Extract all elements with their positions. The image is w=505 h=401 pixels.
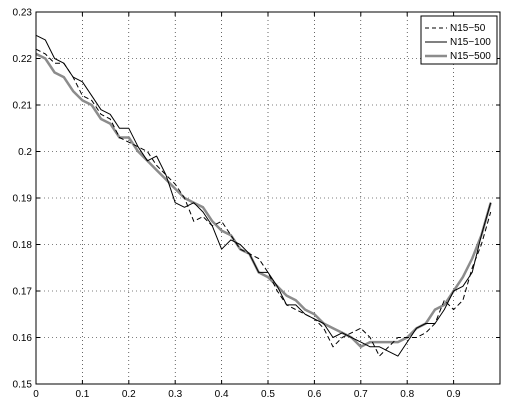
axis-ticks: 0 0.1 0.2 0.3 0.4 0.5 0.6 0.7 0.8 0.9 0.15 0.16 0.17… <box>13 8 500 400</box>
x-tick-label: 0.9 <box>447 389 461 400</box>
y-tick-label: 0.2 <box>18 147 32 158</box>
x-tick-label: 0.8 <box>400 389 414 400</box>
y-tick-label: 0.17 <box>13 287 33 298</box>
y-tick-label: 0.15 <box>13 380 33 391</box>
x-tick-label: 0.1 <box>75 389 89 400</box>
series-n15-100-line <box>35 34 492 357</box>
legend-label-n15-100: N15−100 <box>450 37 491 48</box>
x-tick-label: 0.5 <box>261 389 275 400</box>
series-lines <box>35 34 492 357</box>
x-tick-label: 0.2 <box>122 389 136 400</box>
y-tick-label: 0.18 <box>13 240 33 251</box>
x-tick-label: 0.6 <box>307 389 321 400</box>
x-tick-label: 0.3 <box>168 389 182 400</box>
x-tick-label: 0 <box>33 389 39 400</box>
legend-label-n15-50: N15−50 <box>450 23 486 34</box>
y-tick-label: 0.23 <box>13 8 33 19</box>
y-tick-label: 0.22 <box>13 54 33 65</box>
x-tick-label: 0.4 <box>215 389 229 400</box>
y-tick-label: 0.21 <box>13 101 33 112</box>
series-n15-50-line <box>35 48 492 357</box>
legend-label-n15-500: N15−500 <box>450 51 491 62</box>
legend: N15−50 N15−100 N15−500 <box>420 15 498 65</box>
y-tick-label: 0.19 <box>13 194 33 205</box>
x-tick-label: 0.7 <box>354 389 368 400</box>
y-tick-label: 0.16 <box>13 333 33 344</box>
grid <box>36 12 500 384</box>
